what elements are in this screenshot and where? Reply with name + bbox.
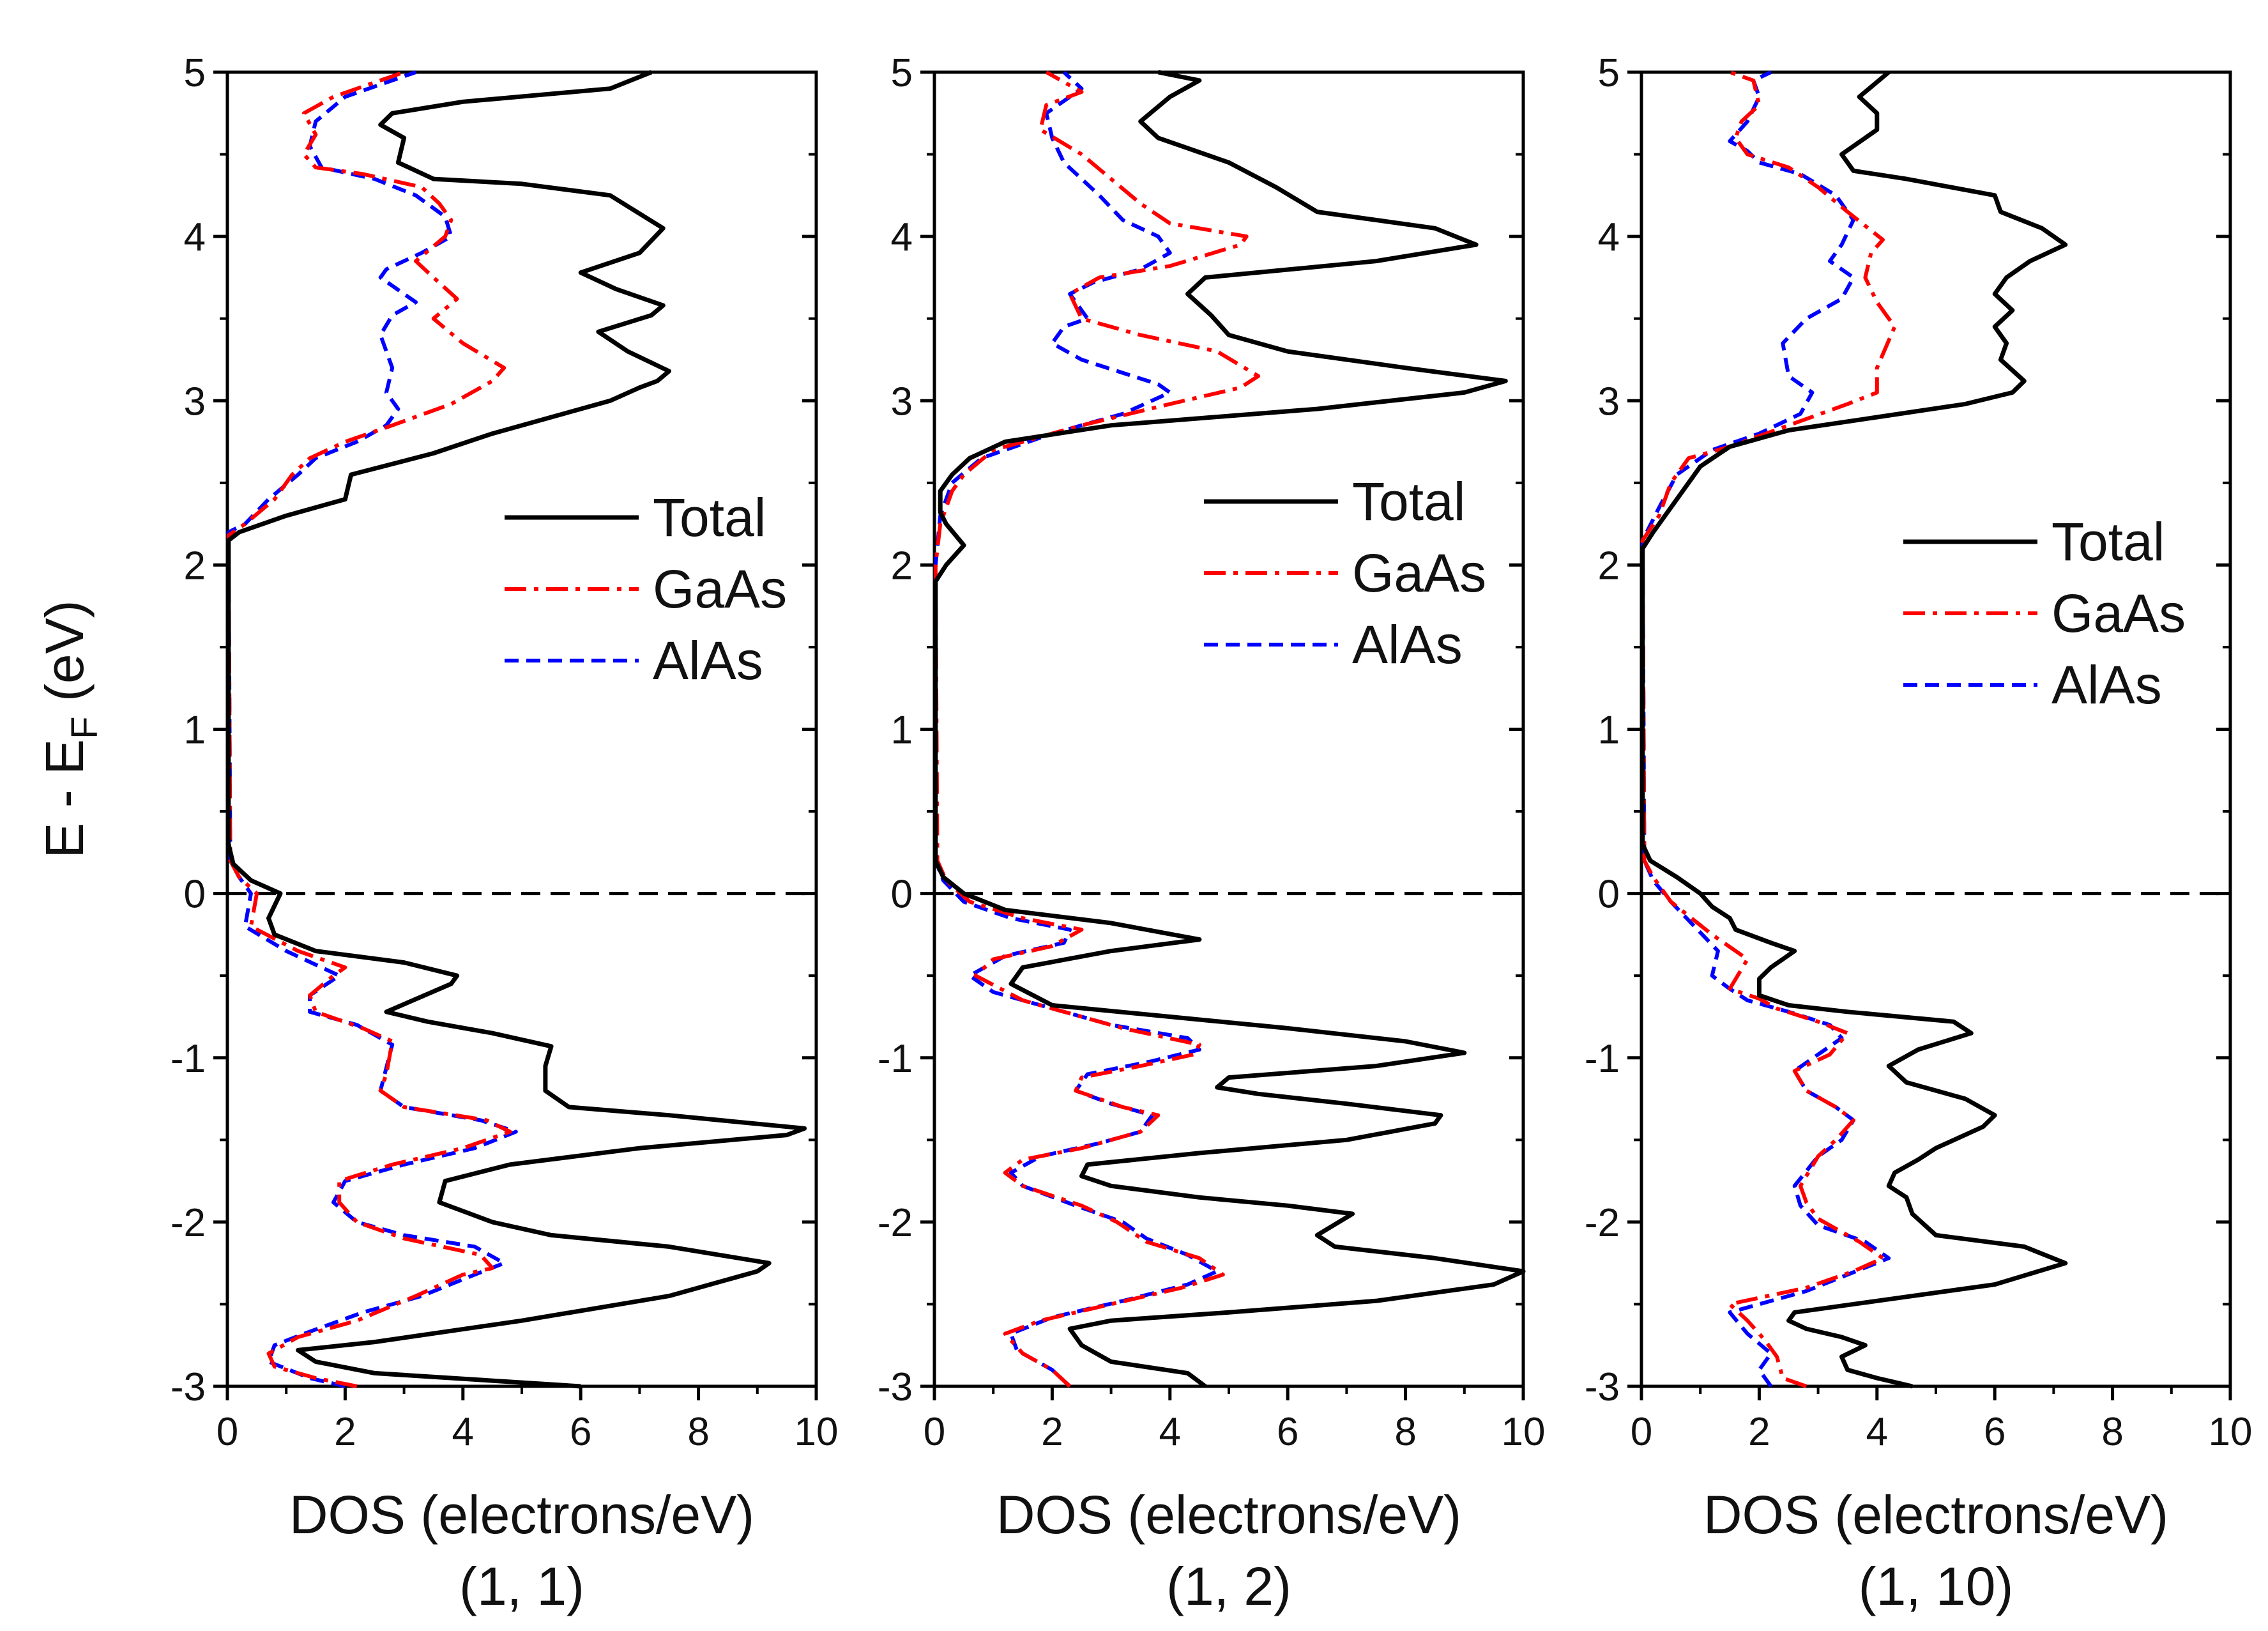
y-tick-label: 2 bbox=[184, 544, 206, 588]
y-tick-label: -1 bbox=[878, 1037, 913, 1081]
y-tick-label: 3 bbox=[891, 379, 913, 424]
x-tick-label: 10 bbox=[2209, 1410, 2253, 1454]
x-tick-label: 8 bbox=[1394, 1410, 1416, 1454]
legend-label-alas: AlAs bbox=[1352, 615, 1463, 675]
y-tick-label: 5 bbox=[1598, 51, 1620, 95]
y-tick-label: 2 bbox=[1598, 544, 1620, 588]
legend-label-alas: AlAs bbox=[653, 631, 763, 691]
x-tick-label: 4 bbox=[1866, 1410, 1888, 1454]
panel-caption: (1, 2) bbox=[1166, 1556, 1291, 1616]
y-tick-label: 4 bbox=[891, 215, 913, 259]
x-axis-title: DOS (electrons/eV) bbox=[1703, 1485, 2168, 1545]
x-tick-label: 0 bbox=[1631, 1410, 1652, 1454]
y-tick-label: -2 bbox=[1585, 1201, 1620, 1245]
legend-label-gaas: GaAs bbox=[1352, 543, 1486, 603]
series-line-alas bbox=[933, 70, 1219, 1388]
legend-label-total: Total bbox=[653, 487, 766, 547]
x-tick-label: 0 bbox=[217, 1410, 238, 1454]
y-tick-label: 5 bbox=[891, 51, 913, 95]
legend-label-gaas: GaAs bbox=[653, 559, 787, 619]
y-tick-label: -3 bbox=[1585, 1365, 1620, 1409]
y-tick-label: 2 bbox=[891, 544, 913, 588]
series-line-gaas bbox=[933, 70, 1261, 1388]
y-tick-label: -2 bbox=[878, 1201, 913, 1245]
y-tick-label: 5 bbox=[184, 51, 206, 95]
legend: Total GaAs AlAs bbox=[1903, 512, 2186, 715]
series-line-total bbox=[1640, 70, 2068, 1389]
y-tick-label: 3 bbox=[184, 379, 206, 424]
y-tick-label: -3 bbox=[171, 1365, 206, 1409]
y-tick-label: 1 bbox=[891, 708, 913, 753]
y-tick-label: 0 bbox=[1598, 873, 1620, 917]
y-tick-label: -1 bbox=[1585, 1037, 1620, 1081]
x-tick-label: 0 bbox=[924, 1410, 945, 1454]
series-line-gaas bbox=[226, 70, 512, 1388]
x-tick-label: 2 bbox=[334, 1410, 356, 1454]
legend-label-alas: AlAs bbox=[2051, 655, 2162, 715]
legend: Total GaAs AlAs bbox=[505, 487, 787, 691]
y-tick-label: -3 bbox=[878, 1365, 913, 1409]
y-tick-label: -1 bbox=[171, 1037, 206, 1081]
x-axis-title: DOS (electrons/eV) bbox=[996, 1485, 1461, 1545]
x-tick-label: 8 bbox=[687, 1410, 709, 1454]
y-tick-label: 4 bbox=[1598, 215, 1620, 259]
x-tick-label: 10 bbox=[1502, 1410, 1546, 1454]
x-tick-label: 8 bbox=[2101, 1410, 2123, 1454]
legend-label-total: Total bbox=[1352, 471, 1465, 532]
y-tick-label: -2 bbox=[171, 1201, 206, 1245]
x-tick-label: 2 bbox=[1041, 1410, 1063, 1454]
y-tick-label: 1 bbox=[1598, 708, 1620, 753]
x-tick-label: 6 bbox=[570, 1410, 591, 1454]
y-tick-label: 0 bbox=[184, 873, 206, 917]
series-line-alas bbox=[226, 70, 518, 1388]
x-tick-label: 4 bbox=[1159, 1410, 1181, 1454]
y-tick-label: 3 bbox=[1598, 379, 1620, 424]
x-tick-label: 2 bbox=[1748, 1410, 1770, 1454]
series-line-gaas bbox=[1640, 70, 1897, 1388]
x-tick-label: 4 bbox=[452, 1410, 474, 1454]
legend-label-total: Total bbox=[2051, 512, 2165, 572]
panel-caption: (1, 10) bbox=[1859, 1556, 2014, 1616]
legend: Total GaAs AlAs bbox=[1204, 471, 1486, 675]
y-tick-label: 1 bbox=[184, 708, 206, 753]
panel-caption: (1, 1) bbox=[459, 1556, 584, 1616]
y-tick-label: 0 bbox=[891, 873, 913, 917]
series-line-total bbox=[933, 70, 1526, 1388]
series-line-total bbox=[226, 70, 807, 1389]
y-tick-label: 4 bbox=[184, 215, 206, 259]
x-tick-label: 6 bbox=[1984, 1410, 2005, 1454]
x-tick-label: 6 bbox=[1277, 1410, 1298, 1454]
y-axis-title: E - EF (eV) bbox=[34, 600, 105, 858]
x-tick-label: 10 bbox=[795, 1410, 839, 1454]
x-axis-title: DOS (electrons/eV) bbox=[289, 1485, 754, 1545]
legend-label-gaas: GaAs bbox=[2051, 583, 2186, 643]
